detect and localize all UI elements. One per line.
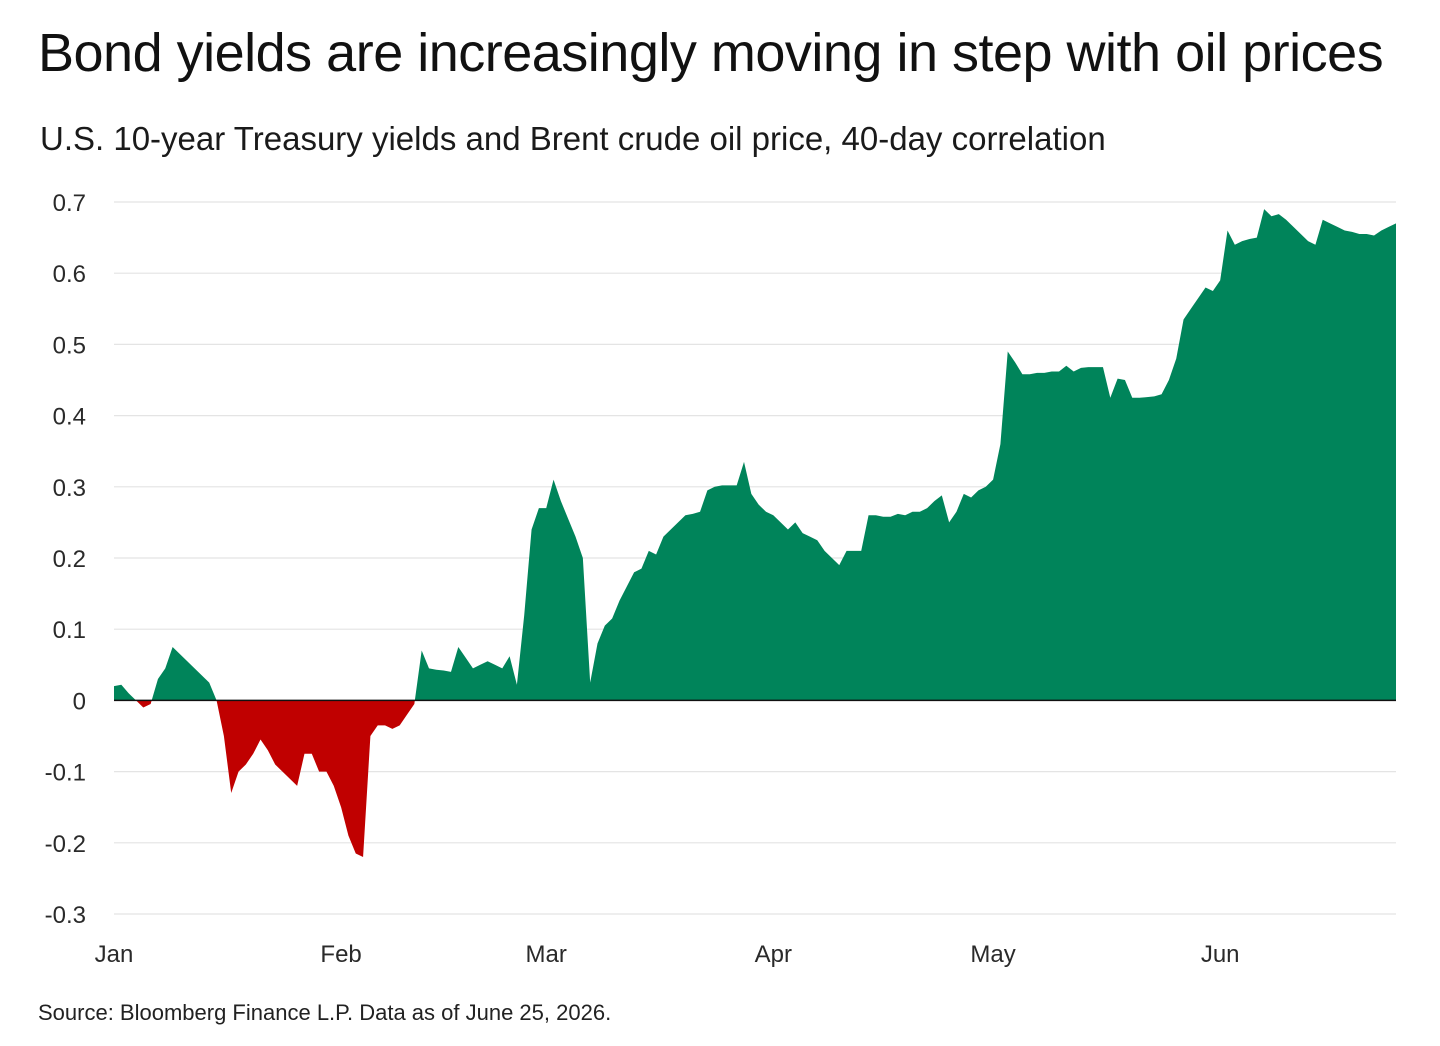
- y-tick-label: 0.2: [53, 546, 86, 573]
- x-axis-tick-labels: Jan Feb Mar Apr May Jun: [95, 941, 1240, 968]
- y-axis-tick-labels: 0.7 0.6 0.5 0.4 0.3 0.2 0.1 0 -0.1 -0.2 -0.3: [45, 190, 86, 929]
- y-tick-label: 0: [73, 688, 86, 715]
- y-tick-label: -0.1: [45, 760, 86, 787]
- y-tick-label: 0.4: [53, 404, 86, 431]
- positive-correlation-area: [114, 209, 1396, 701]
- x-tick-label: Apr: [755, 941, 792, 968]
- source-note: Source: Bloomberg Finance L.P. Data as o…: [38, 1000, 612, 1025]
- y-tick-label: -0.3: [45, 902, 86, 929]
- x-tick-label: Mar: [526, 941, 567, 968]
- chart-title: Bond yields are increasingly moving in s…: [38, 23, 1384, 83]
- x-tick-label: Jun: [1201, 941, 1240, 968]
- x-tick-label: Jan: [95, 941, 134, 968]
- x-tick-label: Feb: [320, 941, 361, 968]
- x-tick-label: May: [970, 941, 1015, 968]
- y-tick-label: 0.1: [53, 617, 86, 644]
- y-tick-label: 0.7: [53, 190, 86, 217]
- y-tick-label: 0.6: [53, 261, 86, 288]
- y-tick-label: 0.5: [53, 332, 86, 359]
- chart-subtitle: U.S. 10-year Treasury yields and Brent c…: [40, 120, 1106, 157]
- negative-correlation-area: [114, 700, 1396, 858]
- correlation-area: [114, 209, 1396, 858]
- y-tick-label: -0.2: [45, 831, 86, 858]
- y-tick-label: 0.3: [53, 475, 86, 502]
